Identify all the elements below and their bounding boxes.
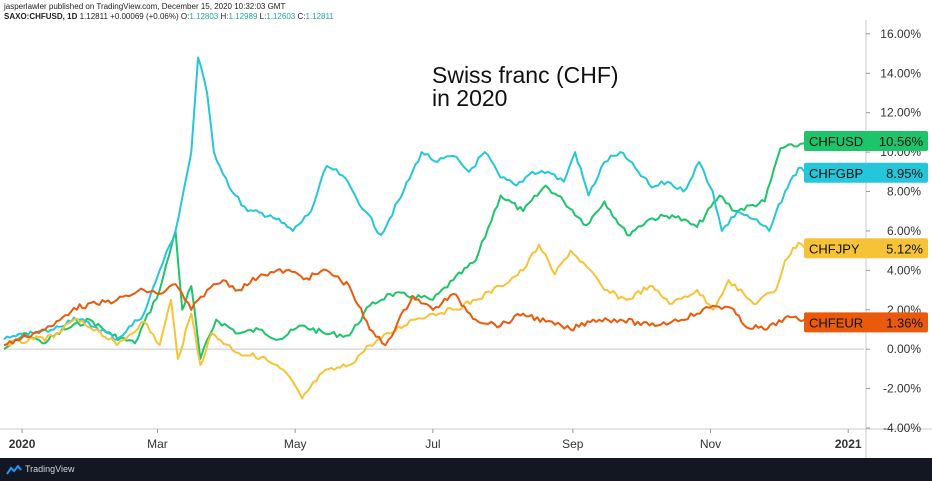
series-name-label: CHFJPY — [809, 241, 860, 256]
series-name-label: CHFGBP — [809, 166, 863, 181]
series-name-label: CHFEUR — [809, 315, 863, 330]
y-tick-label: 12.00% — [880, 106, 921, 120]
x-tick-label: May — [284, 437, 307, 451]
high-label: H: — [220, 12, 229, 21]
footer-bar: TradingView — [0, 458, 932, 481]
series-label-box — [804, 238, 928, 259]
high-value: 1.12989 — [228, 12, 258, 21]
low-label: L: — [259, 12, 267, 21]
x-tick-label: Nov — [700, 437, 721, 451]
series-label-chfusd: CHFUSD 10.56% — [804, 131, 928, 152]
y-tick-label: 16.00% — [880, 27, 921, 41]
series-label-chfgbp: CHFGBP 8.95% — [804, 162, 928, 183]
y-tick-label: 6.00% — [887, 224, 921, 238]
y-axis: 16.00%14.00%12.00%10.00%8.00%6.00%4.00%2… — [866, 27, 921, 435]
series-line-chfeur — [3, 268, 811, 347]
annotation: Swiss franc (CHF) in 2020 — [432, 62, 619, 111]
open-label: O: — [180, 12, 190, 21]
chart-canvas[interactable]: 16.00%14.00%12.00%10.00%8.00%6.00%4.00%2… — [0, 0, 932, 458]
x-tick-label: Mar — [147, 437, 168, 451]
close-value: 1.12811 — [305, 12, 334, 21]
symbol-label: SAXO:CHFUSD, 1D — [4, 12, 78, 21]
series-lines — [3, 56, 811, 400]
series-label-chfjpy: CHFJPY 5.12% — [804, 238, 928, 259]
open-value: 1.12803 — [189, 12, 219, 21]
series-value-label: 1.36% — [886, 315, 923, 330]
series-line-chfgbp — [3, 56, 810, 341]
series-value-label: 5.12% — [886, 241, 923, 256]
last-price: 1.12811 — [79, 12, 108, 21]
ohlc-row: SAXO:CHFUSD, 1D 1.12811 +0.00069 (+0.06%… — [4, 12, 864, 22]
tradingview-logo-icon — [6, 463, 22, 475]
y-tick-label: -2.00% — [883, 382, 921, 396]
series-label-box — [804, 162, 928, 183]
close-label: C: — [297, 12, 306, 21]
series-label-box — [804, 312, 928, 333]
y-tick-label: 4.00% — [887, 263, 921, 277]
series-value-label: 8.95% — [886, 166, 923, 181]
series-name-label: CHFUSD — [809, 134, 863, 149]
brand-label: TradingView — [25, 464, 75, 474]
annotation-line-1: Swiss franc (CHF) — [432, 62, 619, 88]
y-tick-label: -4.00% — [883, 421, 921, 435]
x-tick-label: 2020 — [9, 437, 36, 451]
y-tick-label: 14.00% — [880, 66, 921, 80]
y-tick-label: 8.00% — [887, 185, 921, 199]
x-tick-label: 2021 — [835, 437, 862, 451]
chart-header: jasperlawler published on TradingView.co… — [4, 2, 864, 22]
publish-info: jasperlawler published on TradingView.co… — [4, 2, 286, 11]
series-line-chfusd — [3, 140, 811, 360]
series-line-chfjpy — [3, 241, 811, 400]
price-change: +0.00069 (+0.06%) — [110, 12, 179, 21]
x-tick-label: Sep — [562, 437, 584, 451]
annotation-line-2: in 2020 — [432, 85, 507, 111]
tradingview-brand[interactable]: TradingView — [6, 463, 75, 475]
low-value: 1.12603 — [266, 12, 296, 21]
y-tick-label: 0.00% — [887, 342, 921, 356]
series-labels: CHFUSD 10.56% CHFGBP 8.95% CHFJPY 5.12% CHFEUR… — [804, 131, 928, 333]
x-tick-label: Jul — [425, 437, 440, 451]
series-label-box — [804, 131, 928, 152]
series-value-label: 10.56% — [879, 134, 924, 149]
x-axis: 2020 Mar May Jul Sep Nov 2021 — [9, 429, 862, 451]
series-label-chfeur: CHFEUR 1.36% — [804, 312, 928, 333]
